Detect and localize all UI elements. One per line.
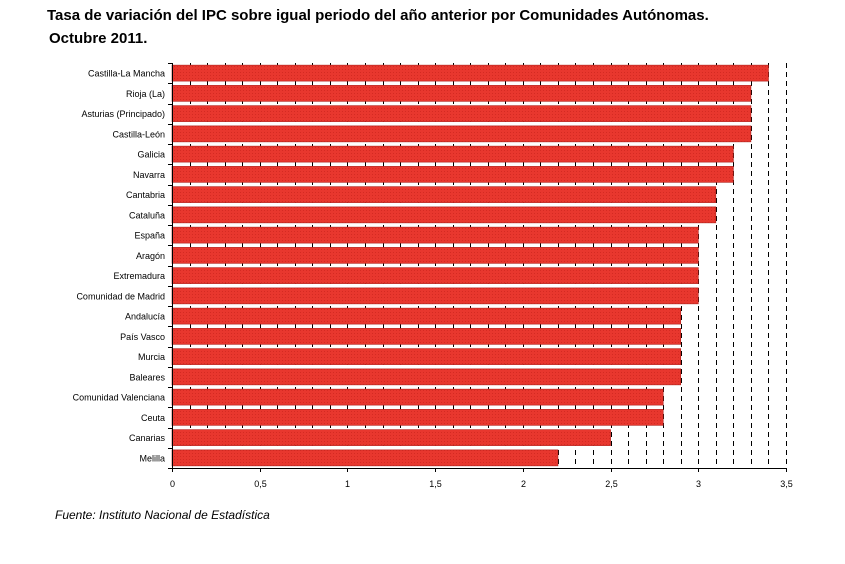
category-label: Andalucía [125, 312, 165, 322]
bar-comunidad-de-madrid [171, 287, 699, 305]
category-label: Extremadura [113, 271, 165, 281]
bar-pa-s-vasco [171, 328, 682, 345]
bar-espa-a [171, 226, 699, 244]
category-label: Asturias (Principado) [81, 109, 165, 119]
bar-murcia [171, 348, 682, 365]
source-note: Fuente: Instituto Nacional de Estadístic… [55, 508, 270, 522]
bar-extremadura [171, 267, 699, 284]
category-label: Melilla [139, 453, 165, 463]
x-tick-label: 0,5 [254, 479, 267, 489]
grid-lines [190, 63, 787, 468]
category-label: Rioja (La) [126, 89, 165, 99]
bar-arag-n [171, 247, 699, 264]
bar-navarra [171, 166, 734, 183]
category-label: Castilla-La Mancha [88, 69, 165, 79]
bar-baleares [171, 368, 682, 386]
chart-title: Tasa de variación del IPC sobre igual pe… [47, 4, 827, 50]
category-label: Cantabria [126, 190, 165, 200]
chart-title-line2: Octubre 2011. [49, 30, 148, 47]
bar-galicia [171, 145, 734, 163]
category-label: Baleares [129, 372, 165, 382]
bar-comunidad-valenciana [171, 388, 664, 406]
category-labels: Castilla-La Mancha Rioja (La) Asturias (Pr… [73, 69, 166, 464]
category-label: Comunidad Valenciana [73, 393, 165, 403]
bar-catalu-a [171, 206, 717, 224]
x-tick-label: 1 [345, 479, 350, 489]
axes [168, 63, 787, 472]
category-label: Comunidad de Madrid [76, 291, 165, 301]
bar-cantabria [171, 186, 717, 203]
x-tick-label: 0 [170, 479, 175, 489]
x-tick-label: 3 [696, 479, 701, 489]
category-label: Aragón [136, 251, 165, 261]
x-tick-label: 3,5 [780, 479, 793, 489]
category-label: Castilla-León [112, 129, 165, 139]
bar-castilla-la-mancha [171, 64, 769, 82]
bar-andaluc-a [171, 307, 682, 325]
bar-melilla [171, 449, 559, 467]
category-label: Murcia [138, 352, 165, 362]
bar-rioja-la [171, 85, 752, 102]
category-label: Ceuta [141, 413, 165, 423]
x-tick-label: 2,5 [605, 479, 618, 489]
x-tick-label: 1,5 [429, 479, 442, 489]
bar-canarias [171, 429, 611, 446]
category-label: Canarias [129, 433, 166, 443]
bar-ceuta [171, 409, 664, 426]
category-label: País Vasco [120, 332, 165, 342]
bars [171, 64, 769, 467]
category-label: Cataluña [129, 210, 165, 220]
bar-asturias-principado [171, 105, 752, 122]
category-label: Galicia [137, 150, 165, 160]
x-tick-labels: 0 0,5 1 1,5 2 2,5 3 3,5 [170, 479, 793, 489]
x-tick-label: 2 [521, 479, 526, 489]
bar-castilla-le-n [171, 125, 752, 143]
category-label: España [134, 231, 165, 241]
chart-title-line1: Tasa de variación del IPC sobre igual pe… [47, 7, 709, 24]
category-label: Navarra [133, 170, 165, 180]
